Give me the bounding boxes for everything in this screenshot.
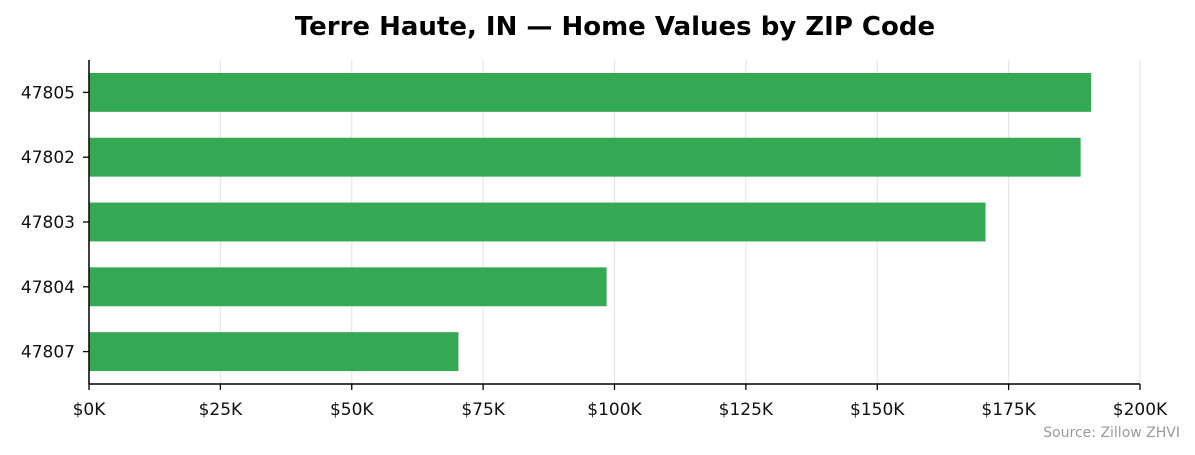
source-note: Source: Zillow ZHVI — [1043, 425, 1180, 441]
x-tick-label: $50K — [330, 400, 374, 420]
x-tick-label: $200K — [1113, 400, 1168, 420]
bar — [89, 202, 986, 242]
bars — [89, 72, 1092, 372]
x-tick-label: $100K — [587, 400, 642, 420]
x-tick-labels: $0K $25K $50K $75K $100K $125K $150K $175K $200K — [73, 384, 1168, 420]
y-tick-label: 47805 — [21, 83, 75, 103]
y-tick-label: 47807 — [21, 343, 75, 363]
chart-title: Terre Haute, IN — Home Values by ZIP Cod… — [295, 12, 935, 42]
x-tick-label: $125K — [719, 400, 774, 420]
y-tick-label: 47802 — [21, 148, 75, 168]
x-tick-label: $0K — [73, 400, 107, 420]
bar — [89, 72, 1092, 112]
x-tick-label: $175K — [981, 400, 1036, 420]
x-tick-label: $25K — [199, 400, 243, 420]
bar — [89, 332, 459, 372]
bar — [89, 137, 1081, 177]
y-tick-labels: 47805 47802 47803 47804 47807 — [21, 83, 89, 363]
y-tick-label: 47803 — [21, 213, 75, 233]
x-tick-label: $75K — [461, 400, 505, 420]
y-tick-label: 47804 — [21, 278, 75, 298]
bar — [89, 267, 607, 307]
x-tick-label: $150K — [850, 400, 905, 420]
